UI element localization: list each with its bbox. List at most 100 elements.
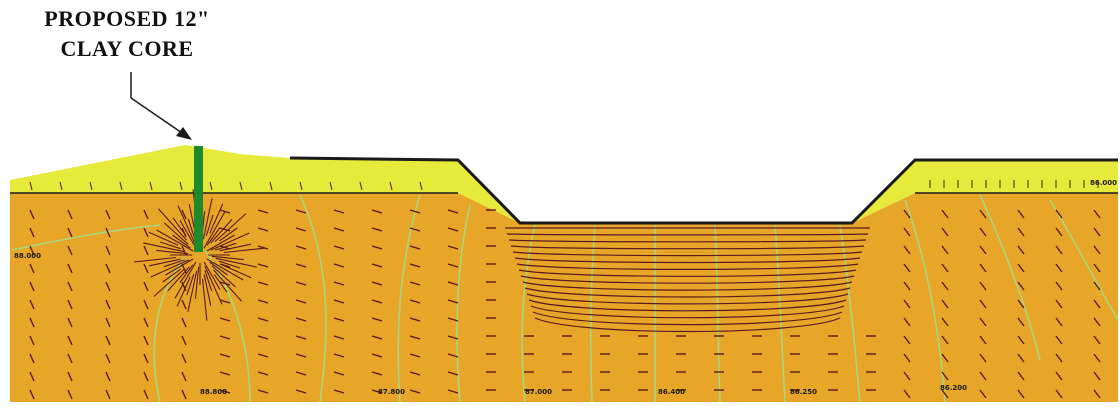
- flow-vector: [143, 209, 149, 220]
- flow-vector: [181, 281, 187, 292]
- flow-vector: [903, 299, 911, 309]
- flow-vector: [206, 258, 244, 281]
- flow-vector: [1093, 335, 1101, 345]
- contour-line: [204, 249, 251, 403]
- flow-vector: [941, 227, 949, 237]
- flow-vector: [29, 209, 35, 220]
- flow-vector: [941, 263, 949, 273]
- flow-vector: [194, 266, 200, 299]
- flow-vector: [105, 353, 111, 364]
- flow-vector: [447, 299, 459, 304]
- flow-vector: [1055, 227, 1063, 237]
- flow-vector: [295, 371, 307, 376]
- flow-vector: [359, 181, 363, 191]
- flow-vector: [1017, 263, 1025, 273]
- flow-vector: [295, 317, 307, 322]
- flow-vector: [1055, 245, 1063, 255]
- flow-vector: [269, 181, 273, 191]
- callout-arrow-leader: [130, 97, 186, 136]
- contour-label-left-mid: 88.000: [14, 252, 41, 260]
- flow-streamline: [518, 269, 857, 277]
- flow-vector: [1017, 299, 1025, 309]
- flow-vector: [29, 317, 35, 328]
- flow-vector: [333, 299, 345, 304]
- flow-vector: [181, 353, 187, 364]
- contour-label-bottom-3: 87.000: [525, 388, 552, 396]
- flow-vector: [214, 213, 247, 243]
- contour-label-bottom-2: 87.800: [378, 388, 405, 396]
- flow-vector: [209, 261, 228, 276]
- flow-vector: [409, 245, 421, 250]
- flow-vector: [211, 265, 237, 288]
- flow-vector: [447, 317, 459, 322]
- flow-vector: [29, 181, 33, 191]
- flow-vector: [67, 227, 73, 238]
- flow-vector: [371, 389, 383, 394]
- flow-vector: [1055, 389, 1063, 399]
- flow-vector: [979, 299, 987, 309]
- flow-vector: [219, 353, 231, 358]
- flow-vector: [333, 317, 345, 322]
- flow-vector: [67, 389, 73, 400]
- flow-vector: [1017, 389, 1025, 399]
- flow-vector: [206, 227, 221, 246]
- contour-line: [904, 199, 946, 403]
- flow-vector: [143, 299, 149, 310]
- contour-line: [299, 194, 327, 403]
- flow-vector: [409, 317, 421, 322]
- flow-vector: [205, 214, 214, 237]
- flow-vector: [333, 227, 345, 232]
- flow-vector: [1017, 281, 1025, 291]
- contour-line: [839, 224, 861, 403]
- flow-vector: [219, 227, 231, 232]
- flow-vector: [1093, 227, 1101, 237]
- flow-vector: [941, 209, 949, 219]
- flow-streamline: [524, 287, 851, 298]
- flow-vector: [143, 353, 149, 364]
- flow-vector: [209, 203, 224, 234]
- flow-vector: [419, 181, 423, 191]
- flow-streamline: [522, 281, 853, 291]
- flow-vector: [333, 209, 345, 214]
- flow-vector: [153, 267, 186, 297]
- flow-vector: [67, 371, 73, 382]
- flow-vector: [67, 263, 73, 274]
- flow-vector: [158, 208, 188, 241]
- flow-vector: [903, 335, 911, 345]
- flow-vector: [979, 209, 987, 219]
- flow-vector: [150, 259, 190, 278]
- contour-label-bottom-6: 86.200: [940, 384, 967, 392]
- flow-vector: [257, 227, 269, 232]
- contour-label-bottom-5: 86.250: [790, 388, 817, 396]
- flow-streamline: [528, 299, 847, 312]
- flow-vector: [903, 353, 911, 363]
- flow-vector: [295, 209, 307, 214]
- flow-vector: [1055, 371, 1063, 381]
- flow-vector: [257, 245, 269, 250]
- callout-line-2: CLAY CORE: [60, 36, 194, 61]
- flow-vector: [177, 205, 196, 245]
- flow-vector: [134, 256, 177, 263]
- flow-vector: [329, 181, 333, 191]
- flow-vector: [67, 281, 73, 292]
- flow-vector: [1017, 317, 1025, 327]
- flow-vector: [29, 299, 35, 310]
- flow-vector: [979, 335, 987, 345]
- flow-vectors: [29, 180, 1101, 400]
- flow-vector: [903, 227, 911, 237]
- flow-vector: [333, 371, 345, 376]
- flow-vector: [941, 389, 949, 399]
- flow-vector: [447, 209, 459, 214]
- flow-vector: [257, 299, 269, 304]
- flow-vector: [181, 335, 187, 346]
- flow-streamline: [508, 239, 867, 243]
- flow-vector: [941, 371, 949, 381]
- flow-vector: [181, 371, 187, 382]
- right-bank-fill-layer: [852, 160, 1118, 223]
- contour-label-right-top: 86.000: [1090, 179, 1117, 187]
- flow-vector: [181, 389, 187, 400]
- flow-vector: [1055, 281, 1063, 291]
- clay-core-callout: PROPOSED 12" CLAY CORE: [12, 4, 242, 64]
- flow-vector: [1093, 299, 1101, 309]
- flow-vector: [979, 227, 987, 237]
